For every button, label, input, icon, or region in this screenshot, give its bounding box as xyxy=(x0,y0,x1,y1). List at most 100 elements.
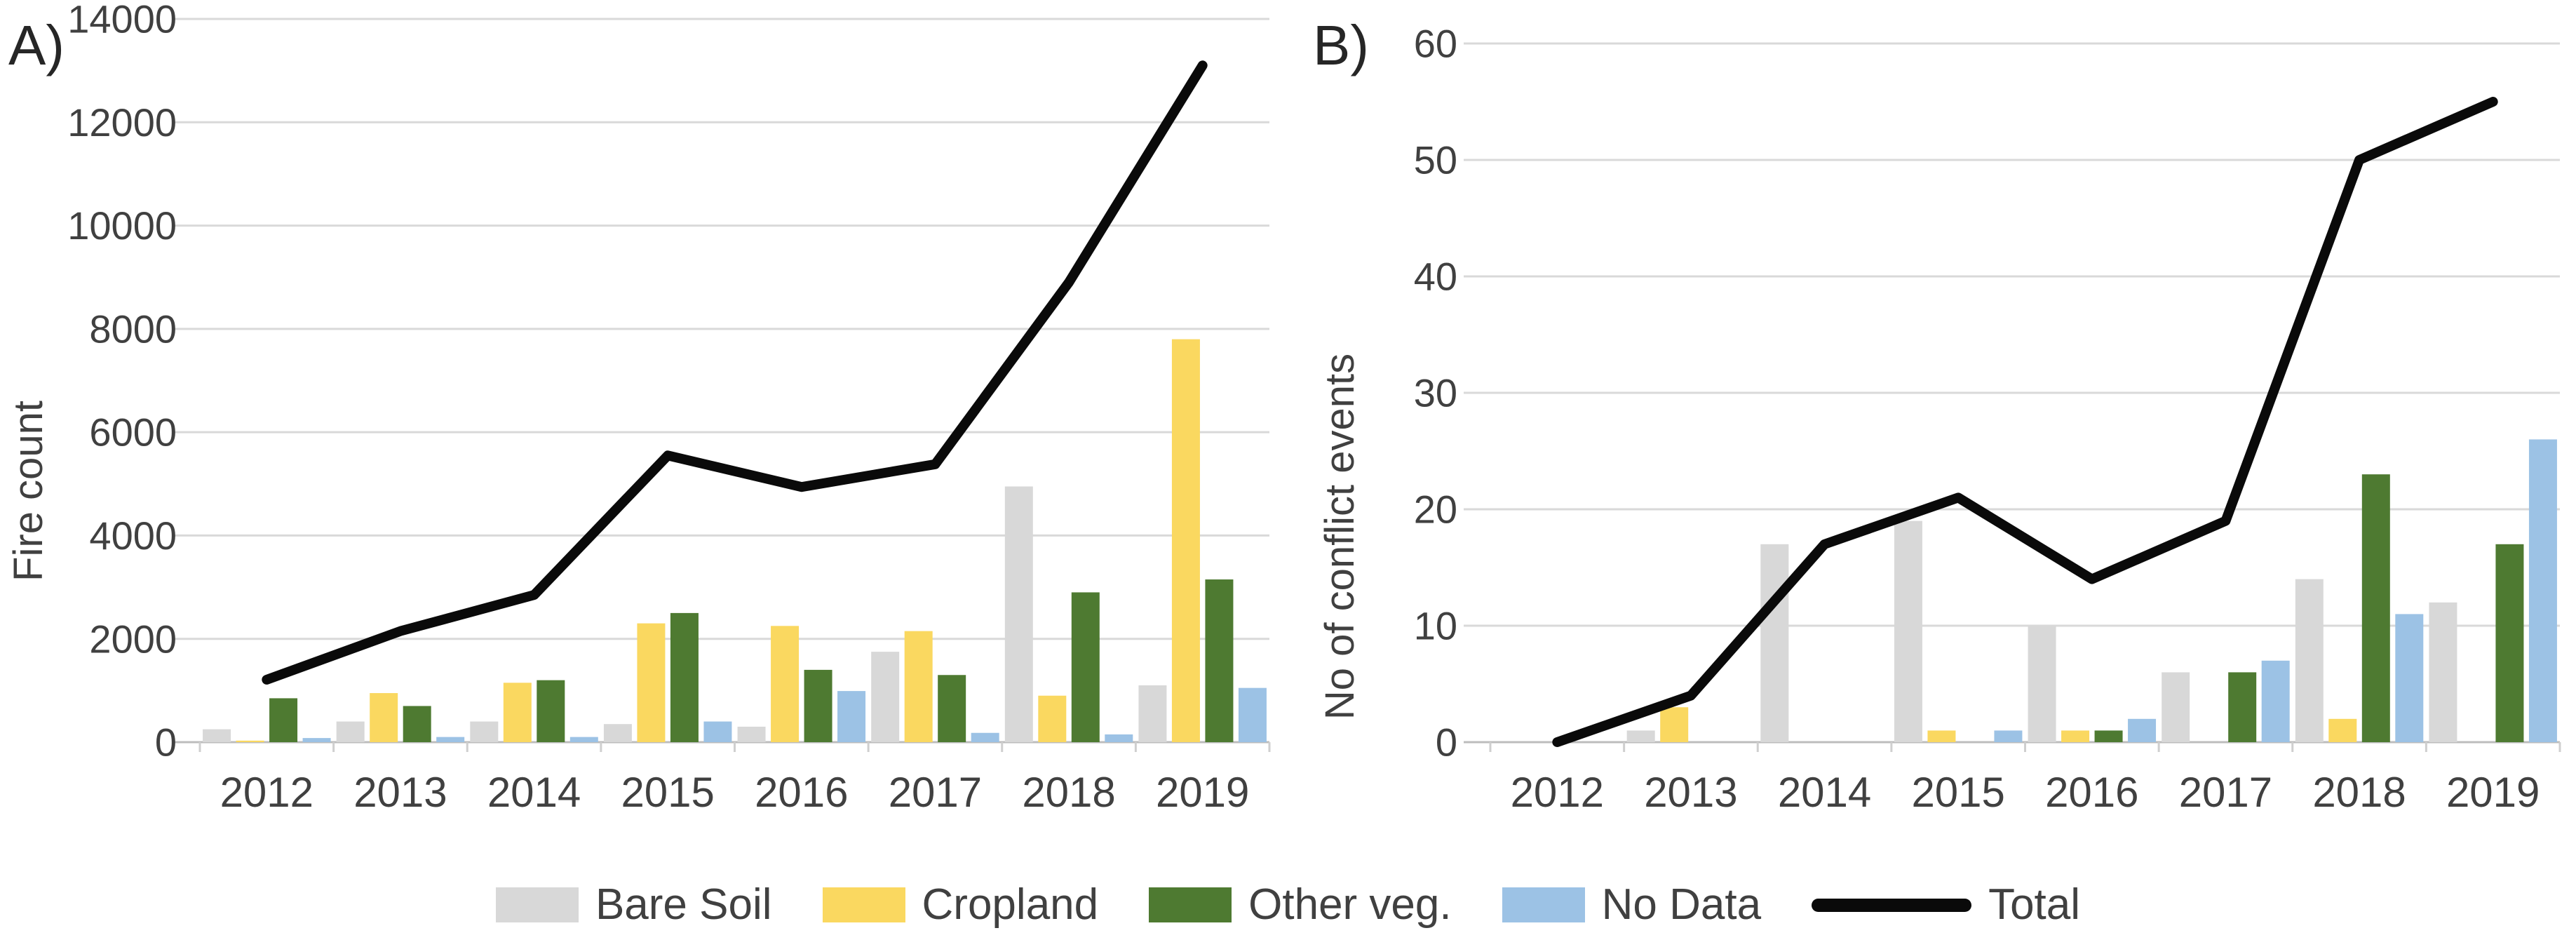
bar-other-veg-2012 xyxy=(269,698,298,742)
panel-b: 0 10 20 30 40 50 60 2012 2013 2014 2015 2016 2017 201… xyxy=(1313,14,2561,816)
bar-no-data-2017 xyxy=(2261,660,2290,742)
y-tick-label: 14000 xyxy=(67,0,177,41)
bar-no-data-2019 xyxy=(2528,439,2557,742)
bar-no-data-2019 xyxy=(1238,687,1267,742)
x-tick-label-2019: 2019 xyxy=(1156,769,1249,816)
bar-other-veg-2019 xyxy=(1205,579,1234,742)
y-tick-label: 0 xyxy=(1436,720,1457,765)
bar-no-data-2014 xyxy=(569,737,598,742)
x-tick-label-2016: 2016 xyxy=(755,769,848,816)
bar-other-veg-2018 xyxy=(1071,592,1100,742)
bar-cropland-2016 xyxy=(2061,730,2090,742)
y-axis-title-a: Fire count xyxy=(6,401,51,582)
bar-no-data-2012 xyxy=(302,738,331,742)
y-tick-label: 8000 xyxy=(89,307,177,351)
bar-other-veg-2018 xyxy=(2361,474,2390,742)
panel-a: 0 2000 4000 6000 8000 10000 12000 14000 2012 2013… xyxy=(6,0,1271,816)
y-axis-title-b: No of conflict events xyxy=(1317,354,1363,720)
x-tick-label-2017: 2017 xyxy=(889,769,982,816)
legend-swatch-other-veg xyxy=(1149,887,1232,922)
legend-label: Other veg. xyxy=(1248,880,1452,929)
bar-cropland-2019 xyxy=(1171,339,1200,743)
legend: Bare Soil Cropland Other veg. No Data Total xyxy=(0,868,2576,941)
bar-cropland-2017 xyxy=(904,631,933,742)
bar-cropland-2015 xyxy=(1927,730,1956,742)
bar-no-data-2015 xyxy=(1994,730,2023,742)
bar-other-veg-2015 xyxy=(670,612,699,742)
x-tick-label-2013: 2013 xyxy=(353,769,447,816)
bar-bare-soil-2015 xyxy=(1894,520,1922,742)
legend-label: No Data xyxy=(1601,880,1762,929)
bar-cropland-2018 xyxy=(1038,695,1067,742)
y-tick-label: 0 xyxy=(155,720,177,765)
bar-no-data-2016 xyxy=(837,691,866,742)
bar-other-veg-2016 xyxy=(2094,730,2123,742)
bar-bare-soil-2018 xyxy=(2295,579,2324,742)
bar-cropland-2012 xyxy=(236,740,264,742)
x-tick-label-2019: 2019 xyxy=(2446,769,2540,816)
bar-cropland-2016 xyxy=(771,626,800,742)
bar-bare-soil-2015 xyxy=(603,724,632,742)
legend-label: Bare Soil xyxy=(595,880,772,929)
bar-bare-soil-2017 xyxy=(2162,672,2190,742)
bar-bare-soil-2014 xyxy=(470,721,499,742)
y-tick-label: 60 xyxy=(1414,22,1457,66)
bar-bare-soil-2019 xyxy=(2429,602,2457,742)
bar-bare-soil-2014 xyxy=(1760,544,1789,742)
y-tick-label: 50 xyxy=(1414,138,1457,182)
bar-no-data-2018 xyxy=(2395,614,2424,742)
bar-other-veg-2016 xyxy=(804,669,832,742)
x-tick-label-2014: 2014 xyxy=(1778,769,1871,816)
bar-no-data-2013 xyxy=(436,737,465,742)
y-tick-label: 2000 xyxy=(89,617,177,661)
bar-bare-soil-2016 xyxy=(2028,626,2056,742)
bar-cropland-2013 xyxy=(1660,707,1689,742)
y-tick-label: 30 xyxy=(1414,371,1457,415)
bar-no-data-2016 xyxy=(2128,718,2157,742)
bar-other-veg-2017 xyxy=(938,675,966,742)
legend-item-no-data: No Data xyxy=(1502,883,1761,927)
bar-bare-soil-2017 xyxy=(871,652,900,742)
bar-no-data-2015 xyxy=(703,721,732,742)
bar-cropland-2014 xyxy=(503,683,532,742)
bar-bare-soil-2016 xyxy=(737,726,766,742)
bar-bare-soil-2018 xyxy=(1004,486,1033,742)
x-tick-label-2017: 2017 xyxy=(2179,769,2272,816)
legend-item-total: Total xyxy=(1812,883,2080,927)
bar-no-data-2017 xyxy=(971,732,999,742)
legend-swatch-no-data xyxy=(1502,887,1585,922)
total-line-a xyxy=(262,60,1208,685)
bar-cropland-2018 xyxy=(2328,718,2357,742)
legend-swatch-cropland xyxy=(822,887,905,922)
bar-other-veg-2014 xyxy=(537,680,565,742)
bar-other-veg-2013 xyxy=(403,706,431,742)
x-tick-label-2018: 2018 xyxy=(1022,769,1115,816)
bar-bare-soil-2013 xyxy=(336,721,365,742)
legend-item-other-veg: Other veg. xyxy=(1149,880,1452,929)
bar-no-data-2018 xyxy=(1105,734,1133,742)
bar-bare-soil-2019 xyxy=(1138,685,1167,742)
total-line-b xyxy=(1552,97,2498,747)
y-tick-label: 4000 xyxy=(89,513,177,558)
bar-bare-soil-2012 xyxy=(203,729,231,742)
panel-label-b: B) xyxy=(1313,14,1369,76)
y-tick-label: 10 xyxy=(1414,604,1457,648)
panel-label-a: A) xyxy=(8,14,65,76)
legend-label: Cropland xyxy=(922,880,1099,929)
y-tick-label: 40 xyxy=(1414,255,1457,299)
y-tick-label: 10000 xyxy=(67,203,177,248)
legend-item-cropland: Cropland xyxy=(822,880,1099,929)
x-tick-label-2018: 2018 xyxy=(2312,769,2406,816)
bar-cropland-2013 xyxy=(370,693,398,742)
y-tick-label: 6000 xyxy=(89,410,177,455)
x-tick-label-2012: 2012 xyxy=(1511,769,1604,816)
x-tick-label-2016: 2016 xyxy=(2045,769,2138,816)
bar-bare-soil-2013 xyxy=(1626,730,1655,742)
bar-other-veg-2017 xyxy=(2228,672,2257,742)
bar-other-veg-2019 xyxy=(2495,544,2524,742)
y-tick-label: 12000 xyxy=(67,100,177,145)
legend-item-bare-soil: Bare Soil xyxy=(495,880,772,929)
y-tick-label: 20 xyxy=(1414,488,1457,532)
